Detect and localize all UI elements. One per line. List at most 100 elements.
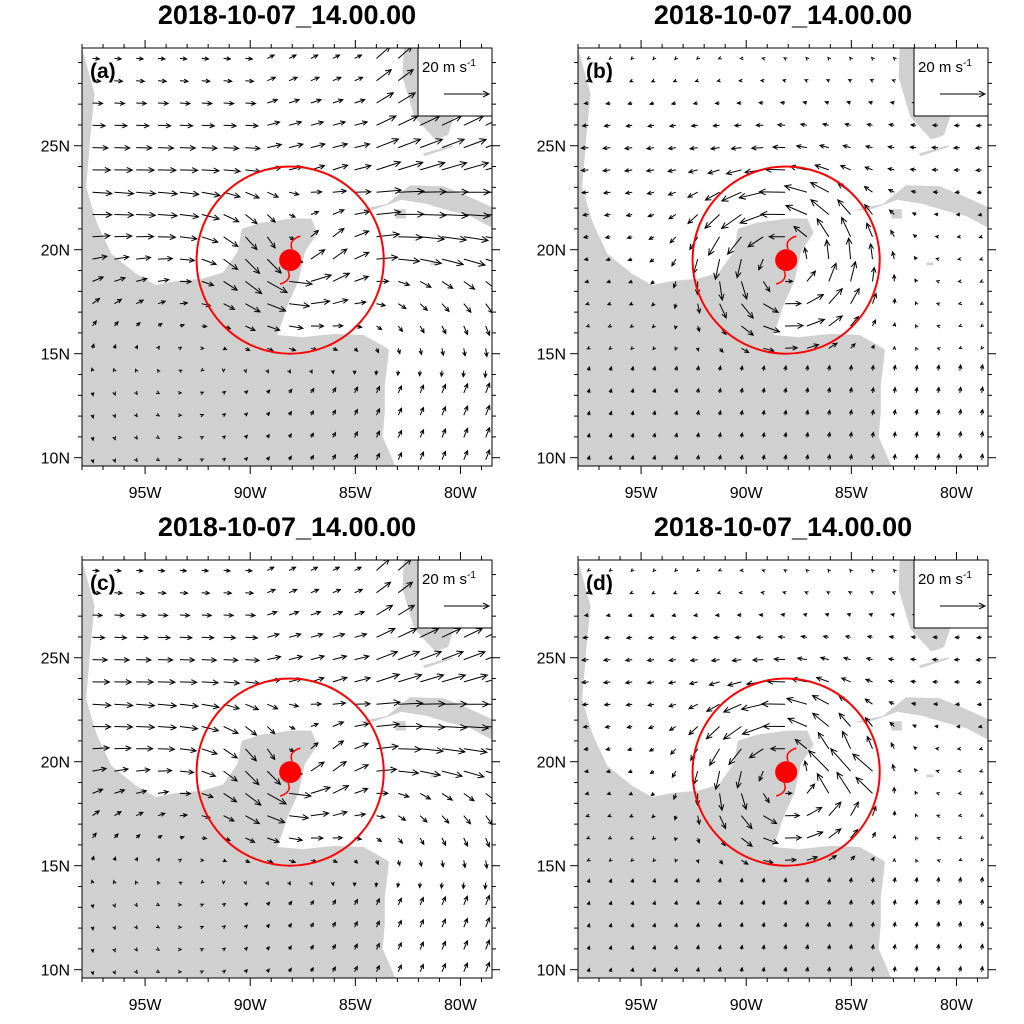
wind-vector [201,568,210,573]
wind-vector [957,769,962,773]
wind-vector [695,432,700,438]
wind-vector [223,612,235,618]
storm-radius-circle [195,677,385,867]
wind-vector [223,635,237,641]
land-mass [926,774,934,778]
wind-vector [375,897,380,906]
wind-vector [625,212,633,218]
wind-vector [310,899,315,906]
wind-vector [979,965,985,972]
wind-vector [975,635,982,640]
wind-vector [485,770,492,774]
wind-vector [785,345,799,351]
wind-vector [398,280,411,287]
wind-vector [420,650,443,661]
wind-vector [353,920,358,928]
wind-vector [761,944,766,950]
wind-vector [376,209,402,217]
wind-vector [869,79,875,83]
wind-vector [463,258,487,267]
wind-vector [92,189,113,197]
wind-vector [441,325,447,335]
wind-vector [763,303,780,314]
wind-vector [245,770,260,786]
wind-vector [243,434,249,439]
wind-vector [223,568,232,573]
wind-vector [714,613,720,618]
wind-vector [244,390,249,395]
wind-vector [652,387,657,394]
wind-vector [672,281,677,289]
wind-vector [332,323,344,329]
wind-vector [245,258,261,275]
wind-vector [397,919,402,928]
wind-vector [957,876,963,883]
wind-vector [199,970,205,974]
wind-vector [201,236,220,244]
wind-vector [332,700,347,707]
wind-vector [717,966,722,972]
wind-vector [695,347,700,352]
wind-vector [178,391,183,395]
wind-vector [177,947,183,952]
wind-vector [134,947,138,952]
land-mass [891,721,902,731]
wind-vector [376,628,396,638]
wind-vector [586,455,591,460]
wind-vector [958,430,963,438]
wind-vector [441,428,447,438]
wind-vector [354,230,370,238]
land-mass [988,791,1022,807]
wind-vector [890,229,895,238]
wind-vector [245,78,255,84]
wind-vector [866,122,873,127]
wind-vector [419,384,425,394]
wind-vector [695,944,700,950]
wind-vector [245,123,260,129]
wind-vector [485,961,491,972]
lat-tick-label: 10N [41,963,70,980]
wind-vector [136,190,157,197]
wind-vector [179,301,189,306]
wind-vector [354,251,370,260]
lon-tick-label: 80W [940,997,974,1014]
wind-vector [92,144,110,151]
wind-vector [266,258,282,274]
wind-vector [585,323,591,328]
wind-vector [92,745,111,752]
wind-vector [722,726,742,740]
wind-vector [652,365,657,371]
wind-vector [463,917,469,928]
wind-vector [807,749,830,772]
wind-vector [331,943,336,950]
lat-tick-label: 10N [537,963,566,980]
wind-vector [783,431,788,438]
wind-vector [354,787,369,794]
wind-vector [221,390,227,395]
wind-vector [310,76,321,82]
wind-vector [586,56,591,60]
wind-vector [796,656,807,662]
wind-vector [652,877,657,883]
wind-vector [221,925,227,930]
wind-vector [763,837,779,845]
wind-vector [783,921,788,928]
wind-vector [628,791,633,796]
wind-vector [674,836,678,842]
wind-vector [914,790,919,795]
wind-vector [934,747,940,751]
wind-vector [605,257,611,262]
wind-vector [398,257,421,264]
wind-vector [602,145,611,151]
wind-vector [586,432,591,438]
wind-vector [771,144,786,150]
wind-vector [936,965,941,972]
wind-vector [310,54,319,59]
wind-vector [914,943,919,950]
wind-vector [783,569,788,573]
wind-vector [814,164,829,171]
wind-vector [223,280,239,291]
wind-vector [581,212,589,217]
wind-vector [626,724,633,729]
wind-vector [330,881,335,887]
